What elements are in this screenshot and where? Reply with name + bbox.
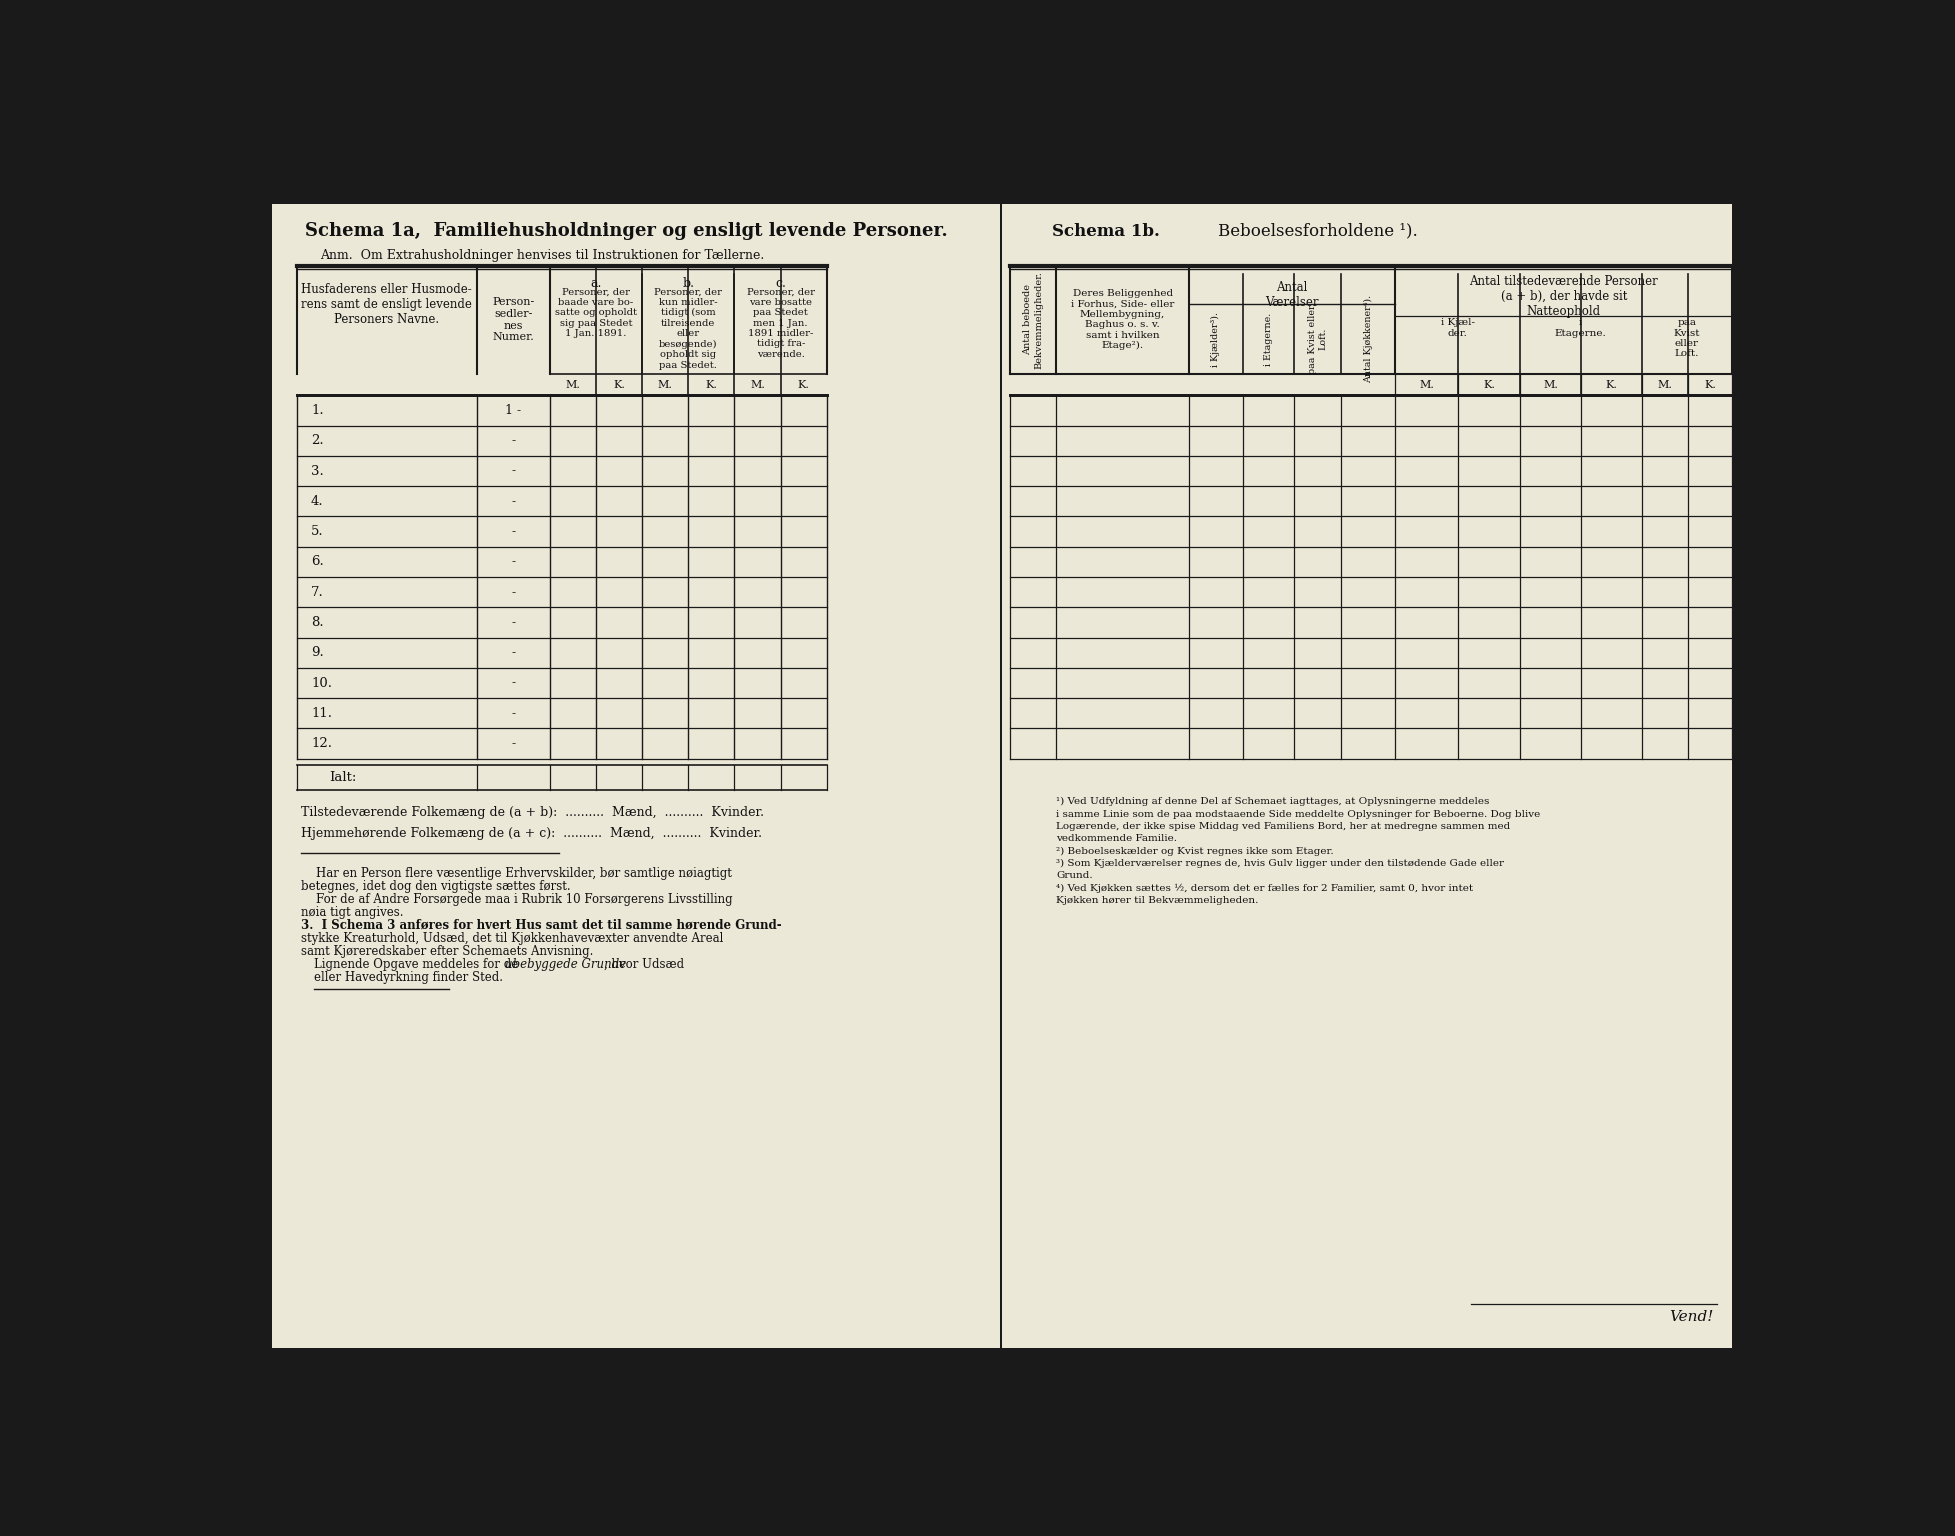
Text: M.: M. <box>657 379 673 390</box>
Text: samt Kjøreredskaber efter Schemaets Anvisning.: samt Kjøreredskaber efter Schemaets Anvi… <box>301 945 592 958</box>
Text: ³) Som Kjælderværelser regnes de, hvis Gulv ligger under den tilstødende Gade el: ³) Som Kjælderværelser regnes de, hvis G… <box>1056 859 1503 868</box>
Text: ²) Beboelseskælder og Kvist regnes ikke som Etager.: ²) Beboelseskælder og Kvist regnes ikke … <box>1056 846 1333 856</box>
Text: K.: K. <box>798 379 809 390</box>
Text: -: - <box>510 585 514 599</box>
Text: i
Etagerne.: i Etagerne. <box>1554 318 1605 338</box>
Text: Personer, der
baade vare bo-
satte og opholdt
sig paa Stedet
1 Jan. 1891.: Personer, der baade vare bo- satte og op… <box>555 287 637 338</box>
Text: Grund.: Grund. <box>1056 871 1093 880</box>
Text: -: - <box>510 525 514 538</box>
Text: 3.: 3. <box>311 464 325 478</box>
Text: M.: M. <box>1419 379 1433 390</box>
Text: K.: K. <box>1605 379 1617 390</box>
Bar <box>1003 204 1732 1347</box>
Text: K.: K. <box>1482 379 1494 390</box>
Text: eller Havedyrkning finder Sted.: eller Havedyrkning finder Sted. <box>315 971 502 985</box>
Text: Antal
Værelser: Antal Værelser <box>1265 281 1318 309</box>
Text: -: - <box>510 435 514 447</box>
Text: Personer, der
kun midler-
tidigt (som
tilreisende
eller
besøgende)
opholdt sig
p: Personer, der kun midler- tidigt (som ti… <box>655 287 721 370</box>
Text: -: - <box>510 737 514 750</box>
Text: -: - <box>510 495 514 508</box>
Text: i Kjæl-
der.: i Kjæl- der. <box>1439 318 1474 338</box>
Text: Lignende Opgave meddeles for de: Lignende Opgave meddeles for de <box>315 958 522 971</box>
Text: i Etagerne.: i Etagerne. <box>1263 312 1273 366</box>
Text: -: - <box>510 556 514 568</box>
Text: M.: M. <box>565 379 581 390</box>
Text: paa
Kvist
eller
Loft.: paa Kvist eller Loft. <box>1673 318 1699 358</box>
Text: 4.: 4. <box>311 495 323 508</box>
Bar <box>272 204 999 1347</box>
Text: Personer, der
vare bosatte
paa Stedet
men 1 Jan.
1891 midler-
tidigt fra-
værend: Personer, der vare bosatte paa Stedet me… <box>747 287 815 359</box>
Text: Har en Person flere væsentlige Erhvervskilder, bør samtlige nøiagtigt: Har en Person flere væsentlige Erhvervsk… <box>301 866 731 880</box>
Text: M.: M. <box>1542 379 1558 390</box>
Text: b.: b. <box>682 278 694 290</box>
Text: 5.: 5. <box>311 525 323 538</box>
Text: Vend!: Vend! <box>1668 1310 1713 1324</box>
Text: 11.: 11. <box>311 707 332 720</box>
Text: 1 -: 1 - <box>504 404 520 416</box>
Text: M.: M. <box>751 379 764 390</box>
Text: Antal beboede
Bekvemmeligheder.: Antal beboede Bekvemmeligheder. <box>1022 270 1042 369</box>
Text: 3.  I Schema 3 anføres for hvert Hus samt det til samme hørende Grund-: 3. I Schema 3 anføres for hvert Hus samt… <box>301 919 782 932</box>
Text: 1.: 1. <box>311 404 323 416</box>
Text: Person-
sedler-
nes
Numer.: Person- sedler- nes Numer. <box>493 298 534 343</box>
Text: Husfaderens eller Husmode-
rens samt de ensligt levende
Personers Navne.: Husfaderens eller Husmode- rens samt de … <box>301 283 471 326</box>
Text: vedkommende Familie.: vedkommende Familie. <box>1056 834 1177 843</box>
Text: 2.: 2. <box>311 435 323 447</box>
Text: stykke Kreaturhold, Udsæd, det til Kjøkkenhavevæxter anvendte Areal: stykke Kreaturhold, Udsæd, det til Kjøkk… <box>301 932 723 945</box>
Text: ¹) Ved Udfyldning af denne Del af Schemaet iagttages, at Oplysningerne meddeles: ¹) Ved Udfyldning af denne Del af Schema… <box>1056 797 1490 806</box>
Text: c.: c. <box>774 278 786 290</box>
Text: 12.: 12. <box>311 737 332 750</box>
Text: , hvor Udsæd: , hvor Udsæd <box>604 958 684 971</box>
Text: Schema 1a,  Familiehusholdninger og ensligt levende Personer.: Schema 1a, Familiehusholdninger og ensli… <box>305 223 948 240</box>
Text: -: - <box>510 616 514 628</box>
Text: K.: K. <box>612 379 624 390</box>
Text: ubebyggede Grunde: ubebyggede Grunde <box>504 958 626 971</box>
Text: i Kjælder³).: i Kjælder³). <box>1210 312 1220 367</box>
Text: -: - <box>510 647 514 659</box>
Text: ⁴) Ved Kjøkken sættes ½, dersom det er fælles for 2 Familier, samt 0, hvor intet: ⁴) Ved Kjøkken sættes ½, dersom det er f… <box>1056 883 1472 892</box>
Text: Tilstedeværende Folkemæng de (a + b):  ..........  Mænd,  ..........  Kvinder.: Tilstedeværende Folkemæng de (a + b): ..… <box>301 806 764 820</box>
Text: betegnes, idet dog den vigtigste sættes først.: betegnes, idet dog den vigtigste sættes … <box>301 880 571 892</box>
Text: -: - <box>510 707 514 720</box>
Text: 9.: 9. <box>311 647 325 659</box>
Text: -: - <box>510 676 514 690</box>
Text: K.: K. <box>706 379 717 390</box>
Text: paa Kvist eller
Loft.: paa Kvist eller Loft. <box>1308 304 1325 373</box>
Text: i samme Linie som de paa modstaaende Side meddelte Oplysninger for Beboerne. Dog: i samme Linie som de paa modstaaende Sid… <box>1056 809 1541 819</box>
Text: Deres Beliggenhed
i Forhus, Side- eller
Mellembygning,
Baghus o. s. v.
samt i hv: Deres Beliggenhed i Forhus, Side- eller … <box>1069 289 1173 350</box>
Text: Beboelsesforholdene ¹).: Beboelsesforholdene ¹). <box>1218 223 1417 240</box>
Text: nøia tigt angives.: nøia tigt angives. <box>301 906 403 919</box>
Text: Schema 1b.: Schema 1b. <box>1052 223 1159 240</box>
Text: -: - <box>510 464 514 478</box>
Text: For de af Andre Forsørgede maa i Rubrik 10 Forsørgerens Livsstilling: For de af Andre Forsørgede maa i Rubrik … <box>301 892 733 906</box>
Text: K.: K. <box>1703 379 1715 390</box>
Text: Logærende, der ikke spise Middag ved Familiens Bord, her at medregne sammen med: Logærende, der ikke spise Middag ved Fam… <box>1056 822 1509 831</box>
Text: 7.: 7. <box>311 585 325 599</box>
Text: Hjemmehørende Folkemæng de (a + c):  ..........  Mænd,  ..........  Kvinder.: Hjemmehørende Folkemæng de (a + c): ....… <box>301 826 762 840</box>
Text: 8.: 8. <box>311 616 323 628</box>
Text: 10.: 10. <box>311 676 332 690</box>
Text: Ialt:: Ialt: <box>330 771 358 783</box>
Text: Kjøkken hører til Bekvæmmeligheden.: Kjøkken hører til Bekvæmmeligheden. <box>1056 895 1259 905</box>
Text: Antal tilstedeværende Personer
(a + b), der havde sit
Natteophold: Antal tilstedeværende Personer (a + b), … <box>1468 275 1658 318</box>
Text: M.: M. <box>1656 379 1672 390</box>
Text: 6.: 6. <box>311 556 325 568</box>
Text: Anm.  Om Extrahusholdninger henvises til Instruktionen for Tællerne.: Anm. Om Extrahusholdninger henvises til … <box>321 249 764 263</box>
Text: a.: a. <box>590 278 602 290</box>
Text: Antal Kjøkkener⁴).: Antal Kjøkkener⁴). <box>1363 295 1372 382</box>
